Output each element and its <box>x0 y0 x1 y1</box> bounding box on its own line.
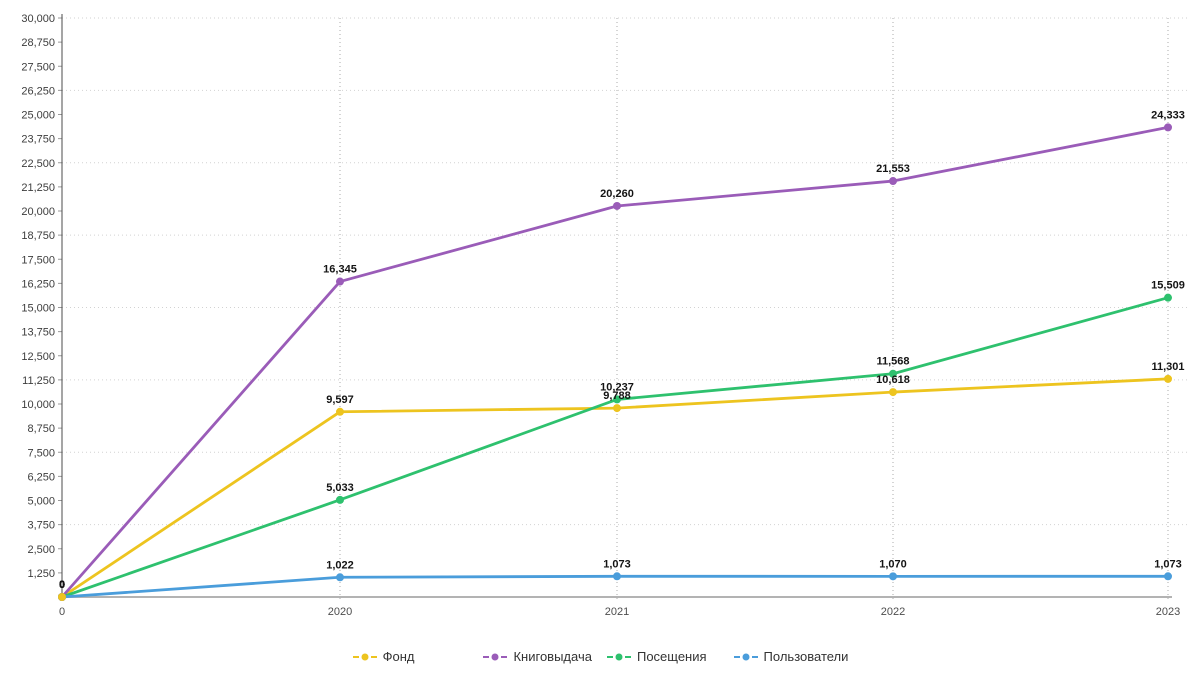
y-axis-ticks: 1,250 2,500 3,750 5,000 6,250 7,500 8,750 10,00… <box>21 13 62 580</box>
y-tick-label: 22,500 <box>21 158 55 170</box>
data-label: 0 <box>59 579 65 591</box>
y-tick-label: 21,250 <box>21 182 55 194</box>
data-point-Фонд[interactable] <box>889 388 897 397</box>
y-tick-label: 25,000 <box>21 110 55 122</box>
y-tick-label: 1,250 <box>27 568 55 580</box>
y-tick-label: 26,250 <box>21 85 55 97</box>
data-label: 16,345 <box>323 264 357 276</box>
data-label: 24,333 <box>1151 109 1185 121</box>
x-tick-label: 0 <box>59 606 65 618</box>
data-point-Посещения[interactable] <box>1164 293 1172 302</box>
legend-marker-icon <box>606 653 631 660</box>
series-markers <box>58 123 1172 601</box>
data-point-Книговыдача[interactable] <box>613 201 621 210</box>
legend-marker-icon <box>352 653 377 660</box>
legend-label: Книговыдача <box>513 649 592 664</box>
legend-item-Посещения[interactable]: Посещения <box>606 650 707 663</box>
y-tick-label: 28,750 <box>21 37 55 49</box>
data-label: 10,237 <box>600 381 634 393</box>
data-label: 0 <box>59 579 65 591</box>
data-label: 1,073 <box>603 558 631 570</box>
data-point-Фонд[interactable] <box>58 593 66 601</box>
data-point-Книговыдача[interactable] <box>336 277 344 286</box>
legend-item-Фонд[interactable]: Фонд <box>352 649 415 664</box>
legend-item-Пользователи[interactable]: Пользователи <box>733 649 849 664</box>
x-tick-label: 2023 <box>1156 606 1180 618</box>
data-point-Посещения[interactable] <box>336 495 344 504</box>
x-tick-label: 2020 <box>328 606 352 618</box>
y-tick-label: 12,500 <box>21 351 55 363</box>
y-tick-label: 16,250 <box>21 278 55 290</box>
legend-label: Посещения <box>636 649 707 664</box>
data-label: 9,788 <box>603 390 631 402</box>
gridlines <box>62 17 1190 602</box>
data-label: 20,260 <box>600 188 634 200</box>
y-tick-label: 10,000 <box>21 399 55 411</box>
data-label: 1,073 <box>1154 558 1182 570</box>
data-point-Фонд[interactable] <box>336 407 344 416</box>
data-point-Книговыдача[interactable] <box>1164 123 1172 132</box>
data-point-Пользователи[interactable] <box>1164 572 1172 581</box>
y-tick-label: 8,750 <box>27 423 55 435</box>
data-label: 10,618 <box>876 374 910 386</box>
y-tick-label: 18,750 <box>21 230 55 242</box>
data-label: 21,553 <box>876 163 910 175</box>
y-tick-label: 30,000 <box>21 13 55 25</box>
data-point-Пользователи[interactable] <box>336 573 344 582</box>
data-label: 11,568 <box>876 356 909 368</box>
data-point-Пользователи[interactable] <box>889 572 897 581</box>
legend-marker-icon <box>483 653 508 660</box>
data-label: 0 <box>59 579 65 591</box>
x-axis-ticks: 0 2020 2021 2022 2023 <box>59 606 1180 618</box>
data-label: 0 <box>59 579 65 591</box>
data-point-Книговыдача[interactable] <box>889 177 897 186</box>
data-point-Фонд[interactable] <box>1164 374 1172 383</box>
data-point-Посещения[interactable] <box>889 369 897 378</box>
y-tick-label: 13,750 <box>21 327 55 339</box>
y-tick-label: 20,000 <box>21 206 55 218</box>
y-tick-label: 3,750 <box>27 520 55 532</box>
data-point-Пользователи[interactable] <box>613 572 621 581</box>
line-chart: 1,250 2,500 3,750 5,000 6,250 7,500 8,750 10,00… <box>21 13 1190 618</box>
data-label: 15,509 <box>1151 280 1185 292</box>
x-tick-label: 2022 <box>881 606 905 618</box>
legend-label: Фонд <box>382 649 415 664</box>
y-tick-label: 5,000 <box>27 496 55 508</box>
legend-item-Книговыдача[interactable]: Книговыдача <box>482 649 592 664</box>
x-tick-label: 2021 <box>605 606 629 618</box>
data-label: 5,033 <box>326 482 354 494</box>
data-label: 9,597 <box>326 394 354 406</box>
data-labels: 09,597 9,78810,61811,301016,34520,26021,5… <box>59 109 1185 591</box>
y-tick-label: 23,750 <box>21 134 55 146</box>
series-line-Посещения <box>60 296 1170 599</box>
chart-legend: Фонд Книговыдача Посещения Пользователи <box>0 650 1200 663</box>
y-tick-label: 6,250 <box>27 471 55 483</box>
data-label: 1,070 <box>879 558 907 570</box>
y-tick-label: 15,000 <box>21 303 55 315</box>
data-point-Фонд[interactable] <box>613 404 621 413</box>
data-label: 11,301 <box>1151 361 1184 373</box>
y-tick-label: 11,250 <box>22 375 55 387</box>
data-label: 1,022 <box>326 559 354 571</box>
y-tick-label: 2,500 <box>27 544 55 556</box>
legend-label: Пользователи <box>763 649 849 664</box>
y-tick-label: 7,500 <box>27 447 55 459</box>
legend-marker-icon <box>733 653 758 660</box>
y-tick-label: 17,500 <box>21 254 55 266</box>
y-tick-label: 27,500 <box>21 61 55 73</box>
data-point-Посещения[interactable] <box>613 395 621 404</box>
